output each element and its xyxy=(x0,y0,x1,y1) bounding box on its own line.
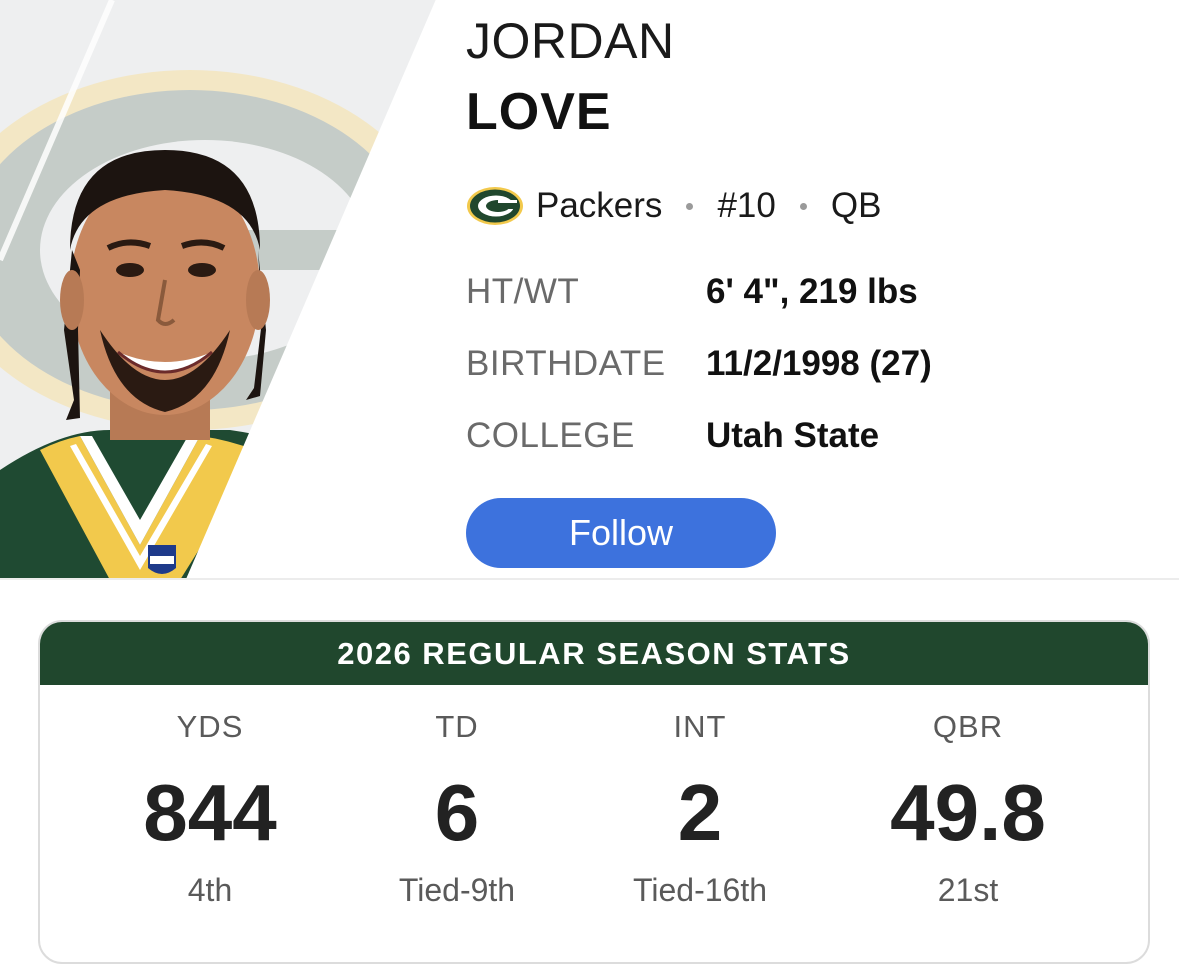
player-last-name: LOVE xyxy=(466,83,612,141)
stat-value: 2 xyxy=(677,768,723,857)
stat-rank: 4th xyxy=(187,872,233,908)
stat-rank: Tied-9th xyxy=(398,872,516,908)
player-first-name: JORDAN xyxy=(466,13,675,69)
season-stats-title: 2026 REGULAR SEASON STATS xyxy=(40,622,1148,685)
player-headshot xyxy=(0,0,500,580)
season-stats-card: 2026 REGULAR SEASON STATS YDS 844 4th TD… xyxy=(38,620,1150,964)
height-weight-label: HT/WT xyxy=(466,272,580,311)
stat-label: INT xyxy=(673,709,727,744)
stat-label: YDS xyxy=(176,709,244,744)
section-divider xyxy=(0,578,1179,580)
player-header: JORDAN LOVE Packers #10 QB HT/WT 6' 4", … xyxy=(0,0,1179,580)
team-line: Packers #10 QB xyxy=(466,183,881,229)
stat-label: TD xyxy=(435,709,479,744)
birthdate-value: 11/2/1998 (27) xyxy=(706,344,932,383)
stat-value: 49.8 xyxy=(890,768,1046,857)
team-name[interactable]: Packers xyxy=(536,186,663,225)
player-position: QB xyxy=(830,186,882,225)
college-label: COLLEGE xyxy=(466,416,635,455)
separator-dot-icon xyxy=(686,202,694,210)
height-weight-value: 6' 4", 219 lbs xyxy=(706,272,918,311)
stat-value: 6 xyxy=(434,768,480,857)
stat-rank: 21st xyxy=(937,872,999,908)
stat-value: 844 xyxy=(143,768,277,857)
follow-button[interactable]: Follow xyxy=(466,498,776,568)
jersey-number: #10 xyxy=(717,186,776,225)
separator-dot-icon xyxy=(799,202,807,210)
packers-g-logo-icon[interactable] xyxy=(466,186,524,226)
college-value[interactable]: Utah State xyxy=(706,416,880,455)
stat-rank: Tied-16th xyxy=(633,872,767,908)
stat-label: QBR xyxy=(932,709,1004,744)
birthdate-label: BIRTHDATE xyxy=(466,344,666,383)
